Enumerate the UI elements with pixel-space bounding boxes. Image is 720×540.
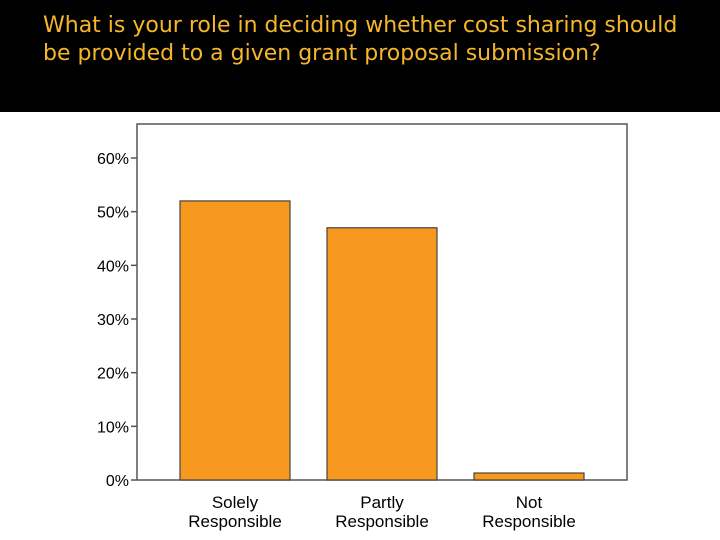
x-tick-label: Responsible [188,512,282,531]
x-tick-label: Partly [360,493,404,512]
bar [326,227,438,481]
bar-chart: 0%10%20%30%40%50%60% SolelyResponsiblePa… [97,123,628,531]
y-tick-label: 30% [97,312,129,329]
x-tick-label: Responsible [482,512,576,531]
y-axis: 0% 10% 20% 30% 40% 50% 60% [97,151,137,490]
bar [473,472,585,481]
x-tick-label: Responsible [335,512,429,531]
bar [179,200,291,481]
x-tick-label: Solely [212,493,259,512]
bar-series [179,200,585,481]
chart-panel: 0% 10% 20% 30% 40% 50% 60% Solely Responsible Pa… [0,112,720,540]
x-axis: SolelyResponsiblePartlyResponsibleNotRes… [188,493,576,531]
x-tick-label: Not [516,493,543,512]
slide-title: What is your role in deciding whether co… [43,13,678,66]
y-tick-label: 10% [97,419,129,436]
y-tick-label: 50% [97,205,129,222]
y-tick-label: 0% [106,473,129,490]
y-tick-label: 60% [97,151,129,168]
y-tick-label: 20% [97,366,129,383]
y-tick-label: 40% [97,258,129,275]
